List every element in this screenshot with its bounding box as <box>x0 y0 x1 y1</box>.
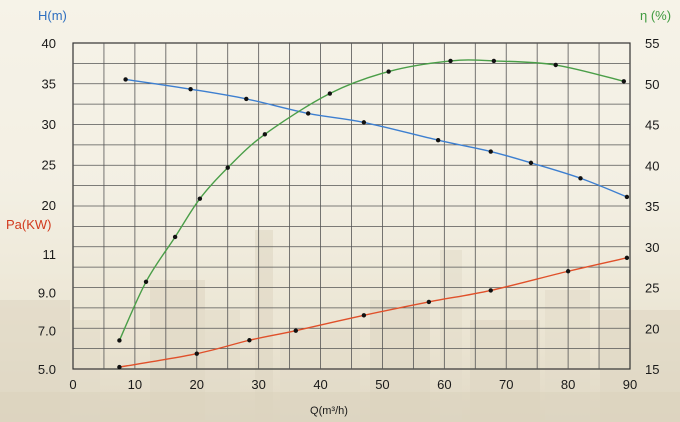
power-data-point <box>293 328 298 333</box>
head-curve <box>125 78 628 198</box>
power-axis-title: Pa(KW) <box>6 217 52 232</box>
head-tick-label: 35 <box>42 77 56 92</box>
power-data-point <box>488 288 493 293</box>
head-axis-title: H(m) <box>38 8 67 23</box>
efficiency-data-point <box>262 132 268 137</box>
efficiency-data-point <box>386 69 391 74</box>
x-tick-label: 60 <box>437 377 451 392</box>
power-tick-label: 5.0 <box>38 362 56 377</box>
head-data-point <box>578 176 583 181</box>
efficiency-tick-label: 40 <box>645 158 659 173</box>
head-data-point <box>123 77 128 82</box>
power-tick-label: 9.0 <box>38 285 56 300</box>
efficiency-tick-label: 35 <box>645 199 659 214</box>
efficiency-tick-label: 20 <box>645 321 659 336</box>
power-tick-label: 11 <box>43 247 57 262</box>
efficiency-tick-label: 15 <box>645 362 659 377</box>
head-data-point <box>361 120 367 125</box>
head-tick-label: 30 <box>42 117 56 132</box>
head-data-point <box>528 160 534 166</box>
head-data-point <box>305 111 311 116</box>
x-tick-label: 30 <box>251 377 265 392</box>
efficiency-data-point <box>197 196 203 201</box>
efficiency-data-point <box>448 58 453 64</box>
power-data-point <box>194 351 199 356</box>
power-data-point <box>247 338 252 343</box>
efficiency-data-point <box>117 338 122 343</box>
power-data-point <box>624 255 630 261</box>
power-data-point <box>361 313 367 318</box>
power-data-point <box>117 364 122 370</box>
head-data-point <box>188 86 193 92</box>
background-building <box>255 230 273 420</box>
x-tick-label: 90 <box>623 377 637 392</box>
efficiency-data-point <box>553 62 558 68</box>
head-data-point <box>488 149 493 154</box>
power-data-point <box>426 299 432 305</box>
efficiency-data-point <box>225 165 230 170</box>
head-data-point <box>624 194 630 200</box>
efficiency-data-point <box>621 79 627 84</box>
efficiency-tick-label: 25 <box>645 281 659 296</box>
x-tick-label: 80 <box>561 377 575 392</box>
curves <box>117 58 630 370</box>
x-axis-title: Q(m³/h) <box>310 405 348 417</box>
head-tick-label: 25 <box>42 158 56 173</box>
x-tick-label: 70 <box>499 377 513 392</box>
efficiency-axis-title: η (%) <box>640 8 671 23</box>
efficiency-tick-label: 55 <box>645 36 659 51</box>
axes: H(m) Pa(KW) η (%) Q(m³/h) 0 10 20 30 40 50 60 7… <box>6 8 671 417</box>
x-tick-label: 40 <box>313 377 327 392</box>
efficiency-tick-label: 50 <box>645 77 659 92</box>
efficiency-data-point <box>172 234 178 240</box>
power-tick-label: 7.0 <box>38 324 56 339</box>
head-tick-label: 40 <box>42 36 56 51</box>
efficiency-tick-label: 45 <box>645 118 659 133</box>
efficiency-data-point <box>491 58 497 64</box>
background-ground <box>0 392 680 422</box>
x-tick-label: 0 <box>69 377 76 392</box>
head-data-point <box>244 96 249 102</box>
efficiency-data-point <box>143 279 149 284</box>
efficiency-data-point <box>327 91 333 96</box>
background-building <box>440 250 462 420</box>
x-tick-label: 50 <box>375 377 389 392</box>
power-data-point <box>565 269 571 274</box>
efficiency-tick-label: 30 <box>645 240 659 255</box>
x-tick-label: 10 <box>128 377 142 392</box>
head-data-point <box>435 138 441 143</box>
x-tick-label: 20 <box>190 377 204 392</box>
efficiency-curve <box>118 59 624 341</box>
head-tick-label: 20 <box>42 198 56 213</box>
